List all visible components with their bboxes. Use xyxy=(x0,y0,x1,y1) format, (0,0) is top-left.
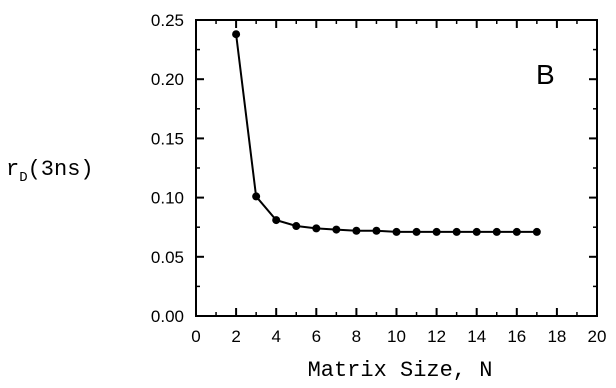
data-point xyxy=(232,30,241,39)
x-axis-ticks: 0 2 4 6 8 10 12 14 16 18 20 xyxy=(191,20,606,346)
y-axis-title-subscript: D xyxy=(19,170,27,186)
panel-label: B xyxy=(536,59,555,90)
x-tick-label: 0 xyxy=(191,327,200,346)
data-point xyxy=(272,216,281,225)
y-tick-label: 0.10 xyxy=(151,189,184,208)
data-point xyxy=(252,192,261,201)
data-point xyxy=(332,225,341,234)
data-point xyxy=(532,227,541,236)
x-tick-label: 16 xyxy=(507,327,526,346)
data-point xyxy=(292,222,301,231)
y-axis-title-main: r xyxy=(6,157,19,182)
x-tick-label: 4 xyxy=(271,327,280,346)
data-point xyxy=(412,227,421,236)
x-tick-label: 6 xyxy=(312,327,321,346)
data-point xyxy=(472,227,481,236)
x-tick-label: 20 xyxy=(588,327,607,346)
data-point xyxy=(452,227,461,236)
data-point xyxy=(312,224,321,233)
y-axis-title-rest: (3ns) xyxy=(28,157,94,182)
y-tick-label: 0.20 xyxy=(151,70,184,89)
series-line xyxy=(235,34,537,233)
x-tick-label: 18 xyxy=(547,327,566,346)
x-tick-label: 10 xyxy=(387,327,406,346)
x-axis-title: Matrix Size, N xyxy=(308,358,493,383)
data-point xyxy=(512,227,521,236)
y-tick-label: 0.00 xyxy=(151,307,184,326)
y-tick-label: 0.15 xyxy=(151,129,184,148)
x-tick-label: 8 xyxy=(352,327,361,346)
data-point xyxy=(352,226,361,235)
data-point xyxy=(492,227,501,236)
x-tick-label: 2 xyxy=(231,327,240,346)
y-axis-ticks: 0.00 0.05 0.10 0.15 0.20 0.25 xyxy=(151,11,597,326)
x-tick-label: 14 xyxy=(467,327,486,346)
data-point xyxy=(432,227,441,236)
data-point xyxy=(392,227,401,236)
y-axis-title: rD(3ns) xyxy=(6,157,94,186)
data-point xyxy=(372,226,381,235)
y-tick-label: 0.25 xyxy=(151,11,184,30)
y-tick-label: 0.05 xyxy=(151,248,184,267)
x-tick-label: 12 xyxy=(427,327,446,346)
series xyxy=(232,30,541,236)
